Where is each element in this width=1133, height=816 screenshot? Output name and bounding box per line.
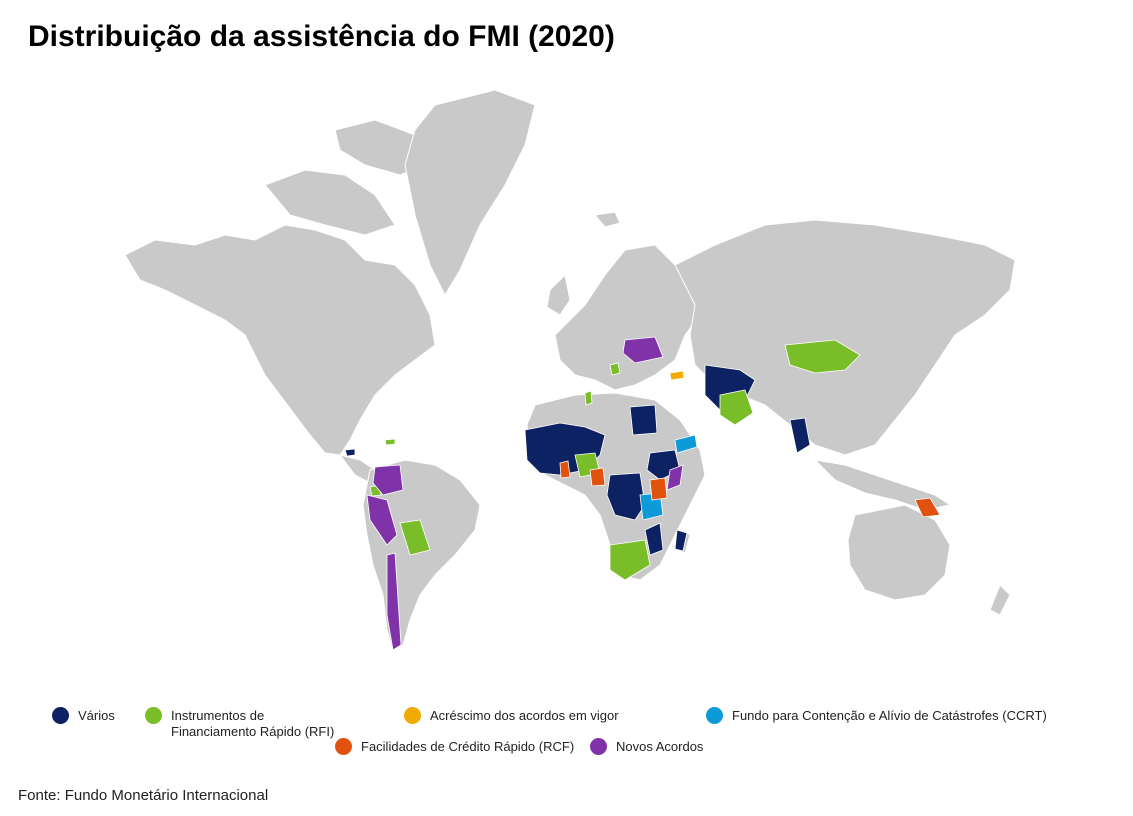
new-zealand-land xyxy=(989,584,1011,616)
region-myanmar-varios xyxy=(789,417,811,454)
legend-label-varios: Vários xyxy=(78,708,115,723)
source-note: Fonte: Fundo Monetário Internacional xyxy=(18,787,269,804)
legend-dot-ccrt xyxy=(706,707,723,724)
canada-islands xyxy=(264,169,396,236)
legend-label-novos: Novos Acordos xyxy=(616,739,704,754)
region-caribbean-varios xyxy=(344,448,356,457)
region-ghana-rcf xyxy=(559,460,571,479)
region-cameroon-rcf xyxy=(589,467,606,487)
legend-item-acrescimo: Acréscimo dos acordos em vigor xyxy=(404,707,619,724)
greenland-land xyxy=(404,89,536,297)
region-tunisia-rfi xyxy=(584,390,593,406)
southeast-asia-islands xyxy=(813,459,952,511)
legend-label-acrescimo: Acréscimo dos acordos em vigor xyxy=(430,708,619,723)
page-title: Distribuição da assistência do FMI (2020… xyxy=(28,20,615,53)
legend-dot-acrescimo xyxy=(404,707,421,724)
legend-item-novos: Novos Acordos xyxy=(590,738,704,755)
legend: Vários Instrumentos de Financiamento Ráp… xyxy=(0,700,1133,770)
legend-label-rcf: Facilidades de Crédito Rápido (RCF) xyxy=(361,739,575,754)
region-kenya-rcf xyxy=(649,477,668,501)
legend-item-varios: Vários xyxy=(52,707,115,724)
uk-land xyxy=(546,273,571,316)
region-caribbean-rfi xyxy=(384,438,396,446)
north-america-land xyxy=(124,224,436,456)
legend-label-ccrt: Fundo para Contenção e Alívio de Catástr… xyxy=(732,708,1047,723)
legend-item-rfi: Instrumentos de Financiamento Rápido (RF… xyxy=(145,707,345,740)
region-mozambique-varios xyxy=(644,522,664,556)
region-mongolia-rfi xyxy=(784,339,861,374)
region-ukraine-novos xyxy=(622,336,664,364)
region-georgia-acrescimo xyxy=(669,370,685,381)
region-chile-novos xyxy=(386,552,402,651)
legend-label-rfi: Instrumentos de Financiamento Rápido (RF… xyxy=(171,708,335,739)
legend-dot-rcf xyxy=(335,738,352,755)
region-papua-rcf xyxy=(914,497,941,518)
region-peru-novos xyxy=(366,494,398,546)
region-central-africa-varios xyxy=(606,472,646,521)
region-colombia-novos xyxy=(372,464,404,496)
region-somalia-novos xyxy=(666,464,684,491)
region-bolivia-rfi xyxy=(399,519,431,556)
legend-item-ccrt: Fundo para Contenção e Alívio de Catástr… xyxy=(706,707,1047,724)
australia-land xyxy=(847,504,951,601)
asia-land xyxy=(674,219,1016,456)
region-south-africa-rfi xyxy=(609,539,651,581)
world-map xyxy=(124,89,1016,651)
iceland-land xyxy=(594,211,621,228)
legend-dot-varios xyxy=(52,707,69,724)
region-pakistan-rfi xyxy=(719,389,754,426)
europe-land xyxy=(554,244,701,391)
legend-dot-rfi xyxy=(145,707,162,724)
legend-item-rcf: Facilidades de Crédito Rápido (RCF) xyxy=(335,738,575,755)
region-yemen-ccrt xyxy=(674,434,698,454)
region-balkans-rfi xyxy=(609,362,621,376)
legend-dot-novos xyxy=(590,738,607,755)
region-egypt-varios xyxy=(629,404,658,436)
region-madagascar-varios xyxy=(674,529,688,552)
